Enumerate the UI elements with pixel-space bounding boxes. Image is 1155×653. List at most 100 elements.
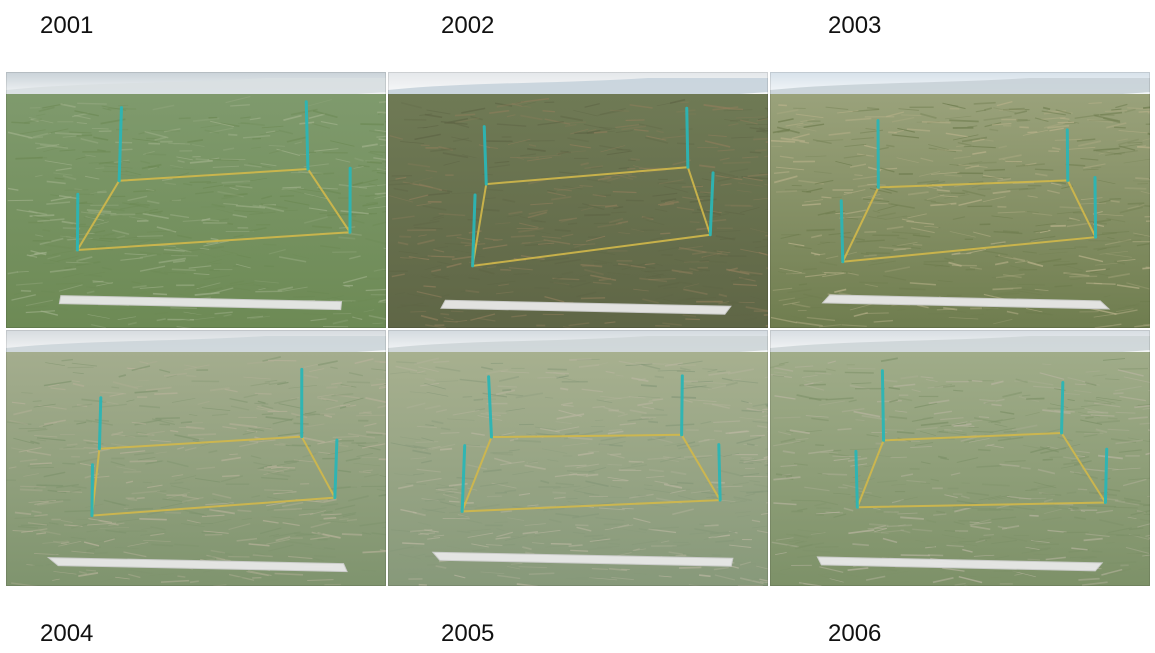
grass-stroke bbox=[433, 360, 450, 364]
grass-stroke bbox=[876, 212, 896, 218]
grass-stroke bbox=[832, 449, 842, 452]
grass-stroke bbox=[1030, 485, 1054, 490]
grass-stroke bbox=[292, 254, 310, 259]
grass-stroke bbox=[1085, 268, 1106, 273]
grass-stroke bbox=[733, 283, 758, 287]
grass-stroke bbox=[1107, 568, 1132, 576]
grass-stroke bbox=[297, 188, 325, 193]
grass-stroke bbox=[846, 325, 863, 328]
grass-stroke bbox=[775, 473, 793, 477]
grass-stroke bbox=[275, 536, 291, 542]
grass-stroke bbox=[859, 281, 889, 284]
grass-stroke bbox=[364, 194, 377, 197]
grass-stroke bbox=[978, 448, 991, 452]
grass-stroke bbox=[993, 292, 1020, 297]
grass-stroke bbox=[577, 451, 594, 457]
grass-stroke bbox=[727, 301, 738, 305]
grass-stroke bbox=[60, 519, 73, 524]
grass-stroke bbox=[23, 473, 39, 477]
grass-stroke bbox=[1006, 188, 1029, 190]
grass-stroke bbox=[506, 566, 521, 570]
pole bbox=[880, 369, 886, 442]
grass-stroke bbox=[360, 123, 384, 126]
grass-stroke bbox=[1128, 416, 1148, 420]
grass-stroke bbox=[1114, 385, 1142, 392]
grass-stroke bbox=[702, 253, 718, 259]
grass-stroke bbox=[933, 513, 947, 516]
grass-stroke bbox=[510, 234, 535, 238]
grass-stroke bbox=[519, 222, 539, 228]
grass-stroke bbox=[334, 511, 357, 518]
grass-stroke bbox=[46, 180, 66, 185]
grass-stroke bbox=[585, 235, 606, 242]
grass-stroke bbox=[142, 481, 153, 484]
grass-stroke bbox=[927, 385, 950, 389]
grass-stroke bbox=[145, 153, 167, 156]
grass-stroke bbox=[678, 245, 704, 250]
grass-stroke bbox=[847, 457, 868, 462]
grass-stroke bbox=[1004, 460, 1026, 463]
grass-stroke bbox=[662, 135, 686, 139]
grass-stroke bbox=[221, 180, 251, 184]
grass-stroke bbox=[617, 413, 628, 418]
grass-stroke bbox=[261, 404, 274, 410]
grass-stroke bbox=[556, 413, 585, 420]
grass-stroke bbox=[140, 531, 167, 536]
grass-stroke bbox=[822, 473, 848, 476]
grass-stroke bbox=[937, 280, 953, 283]
grass-stroke bbox=[361, 569, 377, 572]
grass-stroke bbox=[224, 388, 238, 393]
grass-stroke bbox=[723, 109, 753, 112]
grass-stroke bbox=[311, 122, 331, 129]
grass-stroke bbox=[204, 129, 220, 134]
grass-stroke bbox=[891, 134, 920, 139]
grass-stroke bbox=[13, 437, 35, 445]
grass-stroke bbox=[567, 222, 578, 225]
grass-stroke bbox=[780, 138, 799, 143]
grass-stroke bbox=[848, 399, 857, 403]
grass-stroke bbox=[240, 116, 251, 119]
grass-stroke bbox=[1064, 271, 1083, 275]
grass-stroke bbox=[1115, 439, 1143, 445]
grass-stroke bbox=[511, 103, 523, 108]
grass-stroke bbox=[407, 293, 425, 298]
grass-stroke bbox=[442, 493, 459, 500]
grass-stroke bbox=[246, 315, 264, 319]
grass-stroke bbox=[825, 255, 839, 260]
grass-stroke bbox=[618, 232, 631, 235]
grass-stroke bbox=[115, 576, 130, 580]
grass-stroke bbox=[348, 372, 364, 377]
grass-stroke bbox=[1136, 552, 1150, 555]
grass-stroke bbox=[494, 160, 510, 164]
grass-stroke bbox=[62, 462, 76, 465]
grass-stroke bbox=[917, 304, 929, 309]
grass-stroke bbox=[93, 136, 109, 141]
grass-stroke bbox=[17, 525, 39, 529]
grass-stroke bbox=[1066, 219, 1081, 221]
grass-stroke bbox=[130, 582, 151, 586]
grass-stroke bbox=[206, 241, 219, 244]
grass-stroke bbox=[728, 579, 754, 586]
grass-stroke bbox=[424, 529, 439, 533]
grass-stroke bbox=[522, 546, 532, 551]
grass-stroke bbox=[36, 484, 64, 487]
grass-stroke bbox=[444, 243, 475, 246]
grass-stroke bbox=[953, 155, 971, 160]
grass-stroke bbox=[934, 264, 944, 267]
grass-stroke bbox=[216, 558, 231, 562]
grass-stroke bbox=[929, 307, 943, 310]
grass-stroke bbox=[676, 206, 695, 211]
grass-stroke bbox=[172, 259, 186, 264]
grass-stroke bbox=[819, 400, 845, 406]
grass-stroke bbox=[26, 564, 35, 566]
grass-stroke bbox=[171, 397, 196, 403]
grass-stroke bbox=[1134, 404, 1150, 409]
grass-stroke bbox=[361, 143, 378, 148]
grass-stroke bbox=[911, 227, 935, 234]
grass-stroke bbox=[256, 578, 279, 583]
grass-stroke bbox=[487, 266, 496, 269]
grass-stroke bbox=[742, 176, 763, 182]
grass-stroke bbox=[303, 374, 319, 379]
grass-stroke bbox=[937, 455, 947, 460]
grass-stroke bbox=[1041, 516, 1062, 521]
